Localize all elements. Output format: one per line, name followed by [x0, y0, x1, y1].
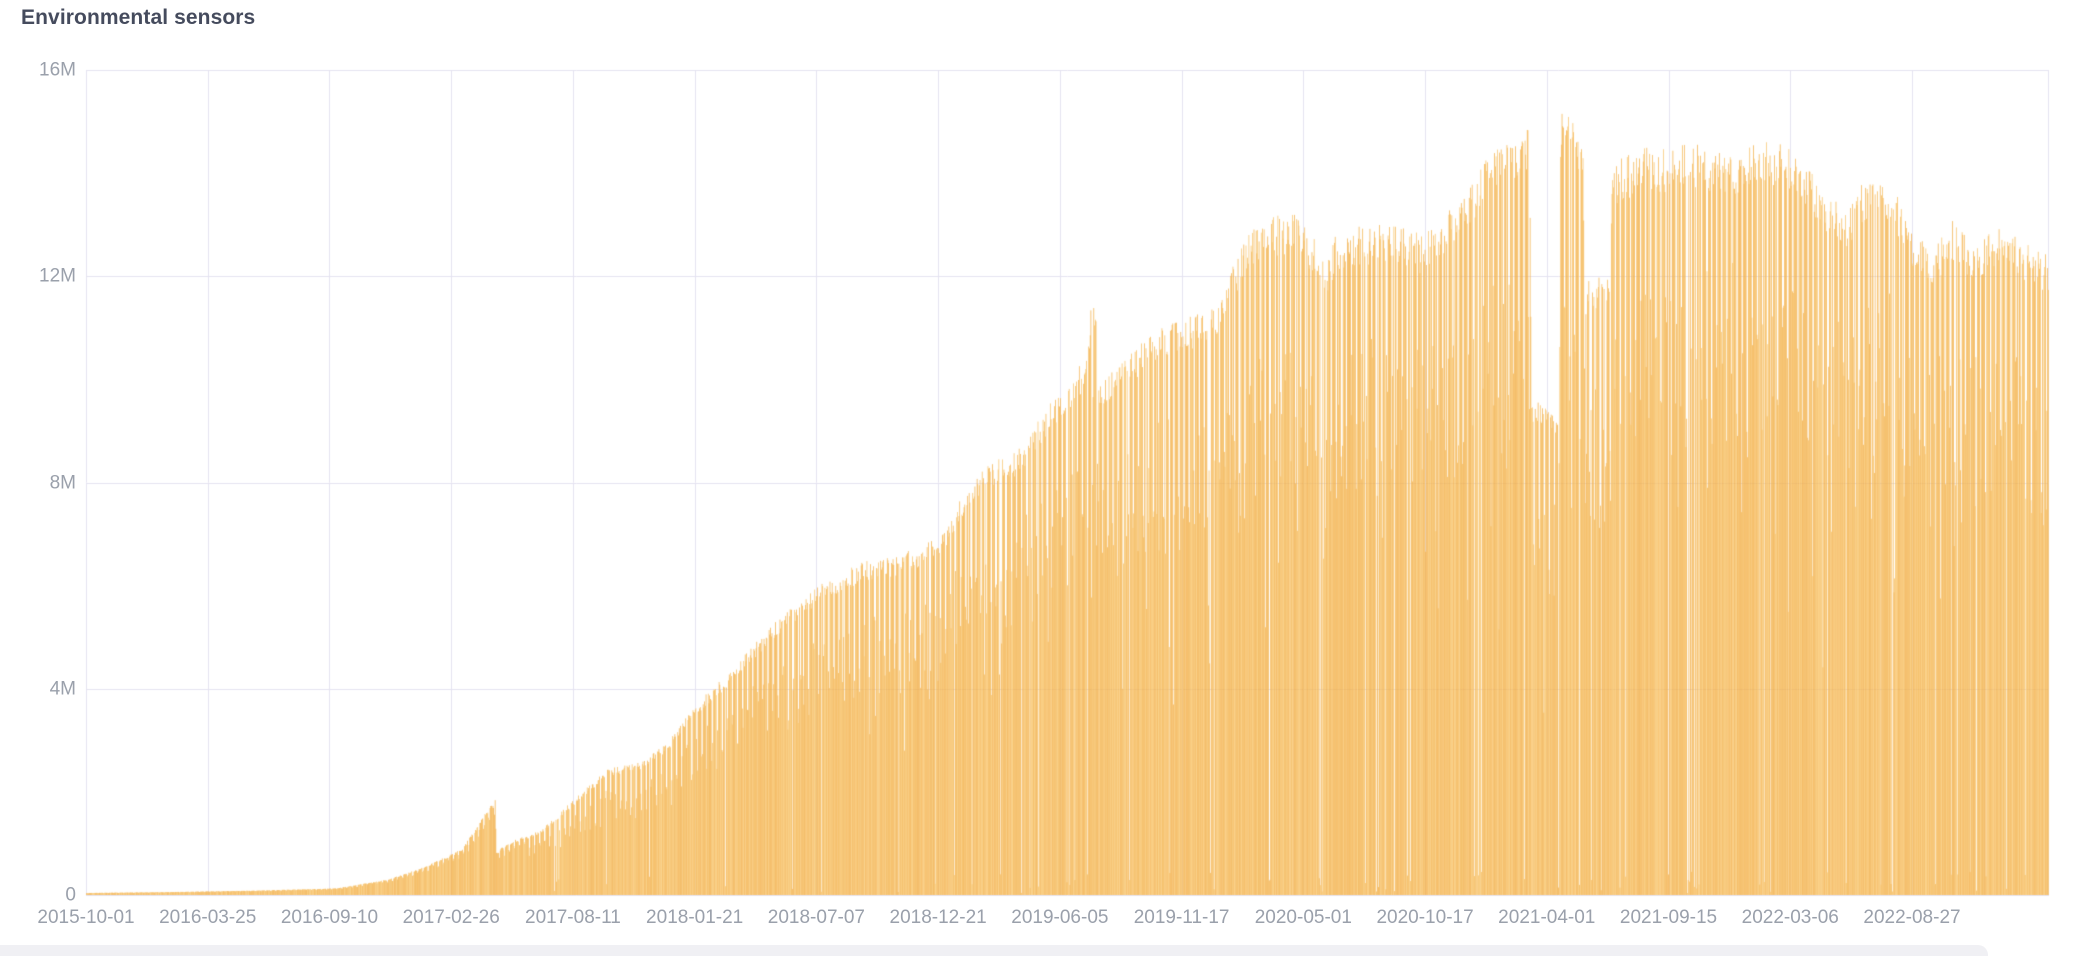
x-tick-label: 2021-04-01	[1498, 907, 1596, 928]
x-tick-label: 2022-03-06	[1741, 907, 1839, 928]
y-tick-label: 12M	[39, 265, 76, 287]
x-tick-label: 2021-09-15	[1619, 907, 1718, 928]
x-tick-label: 2020-10-17	[1376, 907, 1474, 928]
y-tick-label: 4M	[49, 678, 76, 700]
x-tick-label: 2016-09-10	[280, 907, 379, 928]
x-tick-label: 2022-08-27	[1863, 907, 1961, 928]
x-tick-label: 2017-08-11	[525, 907, 621, 928]
x-tick-label: 2018-07-07	[767, 907, 865, 928]
x-tick-label: 2015-10-01	[37, 907, 135, 928]
x-tick-label: 2019-11-17	[1133, 907, 1230, 928]
y-tick-label: 0	[65, 884, 76, 906]
panel-strip	[0, 945, 1988, 956]
y-tick-label: 8M	[49, 472, 76, 493]
x-tick-label: 2018-01-21	[646, 907, 744, 928]
x-tick-label: 2017-02-26	[402, 907, 500, 928]
x-tick-label: 2019-06-05	[1011, 907, 1109, 928]
x-tick-label: 2020-05-01	[1254, 907, 1352, 928]
x-tick-label: 2016-03-25	[159, 907, 257, 928]
x-tick-label: 2018-12-21	[889, 907, 987, 928]
y-tick-label: 16M	[39, 59, 76, 81]
